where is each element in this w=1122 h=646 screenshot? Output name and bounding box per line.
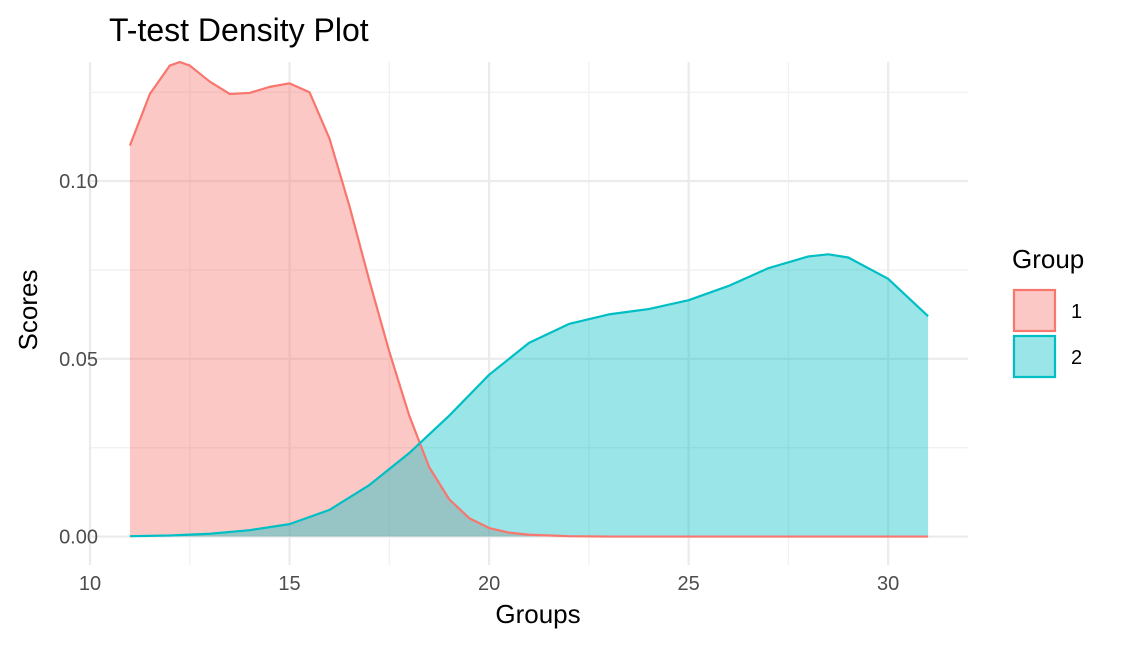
density-area-series-1 [129,62,929,537]
legend: Group 1 2 [1012,244,1084,379]
x-tick-label: 15 [278,573,300,595]
legend-label-2: 2 [1071,347,1082,369]
x-axis-label: Groups [495,599,580,629]
x-tick-label: 20 [478,573,500,595]
density-line-series-2 [129,253,929,538]
y-tick-label: 0.05 [59,349,98,371]
chart-title: T-test Density Plot [109,12,369,48]
y-tick-label: 0.10 [59,171,98,193]
y-tick-label: 0.00 [59,527,98,549]
y-axis-label: Scores [13,270,43,351]
legend-key-1 [1012,288,1057,333]
legend-key-2 [1012,334,1057,379]
density-areas [128,60,929,538]
axes: 10 15 20 25 30 0.00 0.05 0.10 [59,171,899,595]
x-tick-label: 30 [877,573,899,595]
x-tick-label: 10 [79,573,101,595]
density-area-series-2 [129,254,929,537]
x-tick-label: 25 [678,573,700,595]
density-line-series-1 [128,60,929,538]
legend-title: Group [1012,244,1084,274]
legend-label-1: 1 [1071,301,1082,323]
